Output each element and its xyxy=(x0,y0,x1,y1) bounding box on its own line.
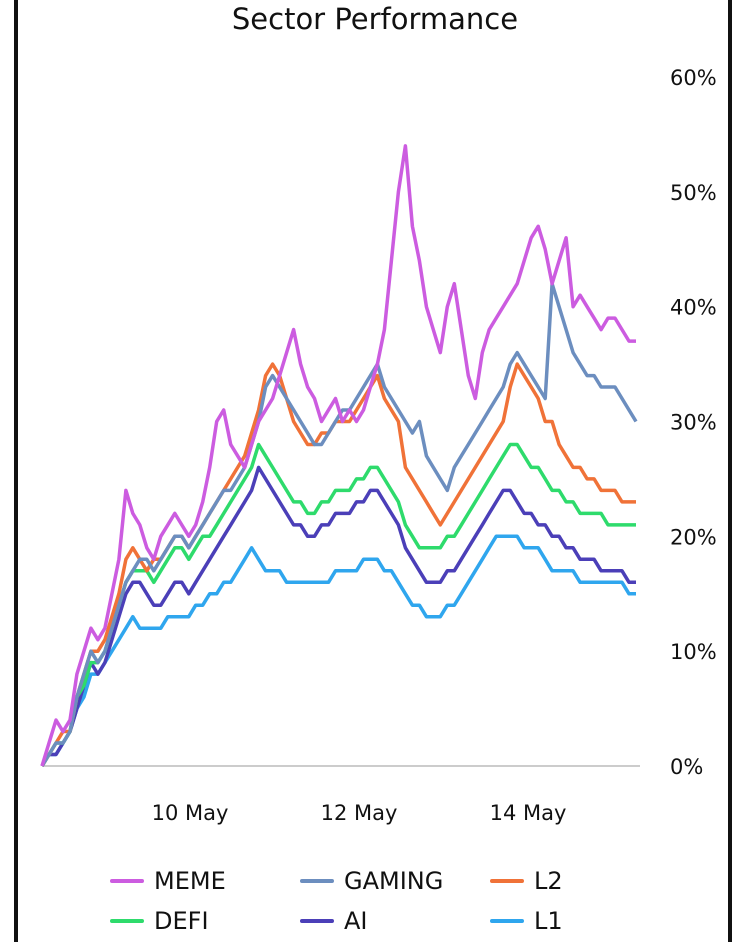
x-axis: 10 May 12 May 14 May xyxy=(152,801,567,825)
x-tick-label: 14 May xyxy=(490,801,567,825)
y-axis: 0% 10% 20% 30% 40% 50% 60% xyxy=(670,66,717,779)
legend-swatch xyxy=(110,879,144,883)
series-line-l2 xyxy=(40,362,636,767)
series-lines xyxy=(40,144,638,767)
series-line-defi xyxy=(40,442,636,767)
legend-swatch xyxy=(110,919,144,923)
legend: MEME GAMING L2 DEFI AI L1 xyxy=(110,864,580,938)
y-tick-label: 20% xyxy=(670,525,717,549)
y-tick-label: 50% xyxy=(670,181,717,205)
legend-item-l1[interactable]: L1 xyxy=(490,904,580,938)
legend-item-meme[interactable]: MEME xyxy=(110,864,300,898)
line-chart: 0% 10% 20% 30% 40% 50% 60% 10 May 12 May 14 May xyxy=(40,66,717,825)
legend-item-l2[interactable]: L2 xyxy=(490,864,580,898)
y-tick-label: 10% xyxy=(670,640,717,664)
legend-label: DEFI xyxy=(154,907,209,935)
legend-swatch xyxy=(490,919,524,923)
legend-label: AI xyxy=(344,907,368,935)
y-tick-label: 0% xyxy=(670,755,703,779)
chart-title: Sector Performance xyxy=(231,2,519,36)
frame-left-border xyxy=(14,0,18,942)
legend-label: GAMING xyxy=(344,867,444,895)
y-tick-label: 30% xyxy=(670,411,717,435)
y-tick-label: 40% xyxy=(670,296,717,320)
x-tick-label: 10 May xyxy=(152,801,229,825)
y-tick-label: 60% xyxy=(670,66,717,90)
frame-right-border xyxy=(728,0,732,942)
legend-item-defi[interactable]: DEFI xyxy=(110,904,300,938)
legend-item-gaming[interactable]: GAMING xyxy=(300,864,490,898)
legend-label: L2 xyxy=(534,867,563,895)
legend-item-ai[interactable]: AI xyxy=(300,904,490,938)
series-line-meme xyxy=(40,144,636,767)
legend-swatch xyxy=(490,879,524,883)
series-line-l1 xyxy=(40,534,636,767)
legend-swatch xyxy=(300,879,334,883)
legend-label: L1 xyxy=(534,907,563,935)
x-tick-label: 12 May xyxy=(321,801,398,825)
legend-label: MEME xyxy=(154,867,226,895)
legend-swatch xyxy=(300,919,334,923)
series-line-ai xyxy=(40,465,636,767)
